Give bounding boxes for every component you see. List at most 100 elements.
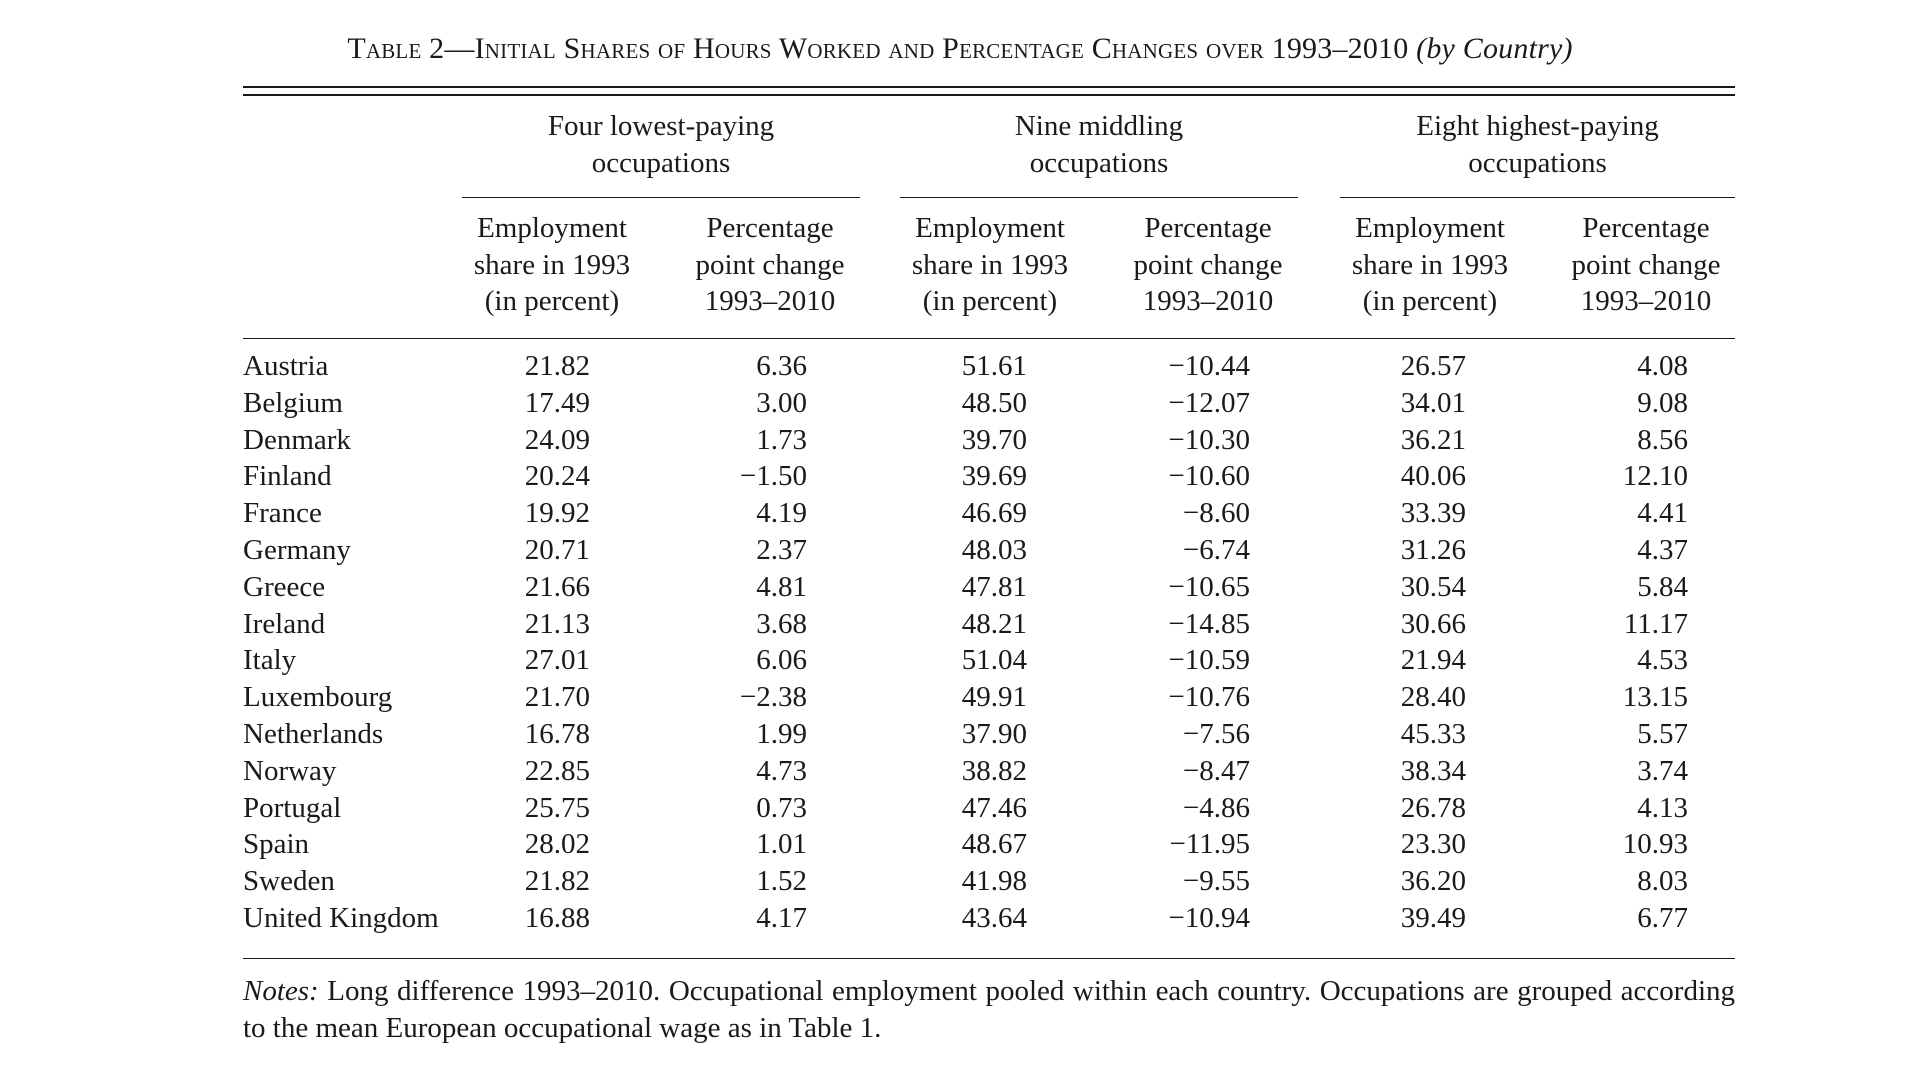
cell-high-change: 4.08 [1637, 350, 1688, 382]
cell-low-change: 1.01 [756, 828, 807, 861]
cell-mid-change: −9.55 [1182, 865, 1250, 898]
cell-country: Austria [243, 350, 329, 382]
cell-low-share: 16.78 [524, 717, 590, 750]
cell-mid-change: −11.95 [1169, 828, 1250, 861]
col-header-mid-change: Percentage point change 1993–2010 [1118, 210, 1298, 320]
cell-high-share: 30.54 [1400, 570, 1466, 603]
cell-high-change: 13.15 [1622, 681, 1688, 714]
group-header-lowest: Four lowest-paying occupations [462, 108, 860, 182]
cell-high-share: 39.49 [1400, 901, 1466, 934]
top-rule-upper [243, 86, 1735, 88]
cell-low-share: 24.09 [524, 423, 590, 456]
cell-mid-change: −10.65 [1168, 570, 1250, 603]
cell-high-share: 23.30 [1400, 828, 1466, 861]
cell-low-share: 22.85 [524, 754, 590, 787]
group-header-line: Eight highest-paying [1416, 110, 1659, 142]
col-header-line: (in percent) [922, 285, 1058, 317]
cell-high-share: 40.06 [1400, 460, 1466, 493]
cell-country: France [243, 497, 322, 530]
cell-country: Netherlands [243, 717, 384, 750]
cell-low-share: 21.82 [524, 350, 590, 382]
cell-low-change: −2.38 [739, 681, 807, 714]
col-header-line: Employment [477, 212, 627, 244]
cell-country: Denmark [243, 423, 351, 456]
cell-high-share: 26.78 [1400, 791, 1466, 824]
cell-low-change: 4.19 [756, 497, 807, 530]
cell-low-share: 21.82 [524, 865, 590, 898]
cell-mid-change: −8.47 [1182, 754, 1250, 787]
cell-mid-share: 49.91 [961, 681, 1027, 714]
cell-country: Belgium [243, 386, 343, 419]
group-header-line: occupations [591, 147, 731, 179]
cell-mid-share: 43.64 [961, 901, 1027, 934]
cell-high-share: 38.34 [1400, 754, 1466, 787]
cell-country: Finland [243, 460, 332, 493]
group-header-middling: Nine middling occupations [900, 108, 1298, 182]
table-notes: Notes: Long difference 1993–2010. Occupa… [243, 973, 1735, 1047]
cell-high-share: 34.01 [1400, 386, 1466, 419]
cell-country: Ireland [243, 607, 326, 640]
cell-low-change: 3.68 [756, 607, 807, 640]
cell-low-share: 19.92 [524, 497, 590, 530]
cell-low-share: 25.75 [524, 791, 590, 824]
cell-high-share: 36.21 [1400, 423, 1466, 456]
col-header-line: point change [1571, 248, 1721, 281]
cell-high-share: 30.66 [1400, 607, 1466, 640]
cell-high-change: 8.56 [1637, 423, 1688, 456]
table-row: Germany 20.71 2.37 48.03 −6.74 31.26 4.3… [0, 532, 1920, 569]
table-title: Table 2—Initial Shares of Hours Worked a… [0, 32, 1920, 66]
cell-low-change: 4.17 [756, 901, 807, 934]
cell-mid-change: −10.76 [1168, 681, 1250, 714]
notes-text: Long difference 1993–2010. Occupational … [243, 975, 1736, 1044]
cell-high-share: 21.94 [1400, 644, 1466, 677]
cell-mid-share: 41.98 [961, 865, 1027, 898]
cell-low-share: 17.49 [524, 386, 590, 419]
cell-low-share: 16.88 [524, 901, 590, 934]
table-title-suffix: (by Country) [1416, 32, 1573, 65]
col-header-line: point change [695, 248, 845, 281]
col-header-line: Employment [915, 212, 1065, 244]
notes-label: Notes: [243, 975, 319, 1007]
cell-high-change: 5.84 [1637, 570, 1688, 603]
col-header-line: (in percent) [1362, 285, 1498, 317]
col-header-line: point change [1133, 248, 1283, 281]
cell-mid-change: −7.56 [1182, 717, 1250, 750]
cell-country: Sweden [243, 865, 335, 898]
cell-mid-change: −4.86 [1182, 791, 1250, 824]
cell-low-change: 0.73 [756, 791, 807, 824]
col-header-line: share in 1993 [473, 248, 631, 281]
cell-mid-change: −10.94 [1168, 901, 1250, 934]
cell-mid-share: 48.21 [961, 607, 1027, 640]
col-header-line: Employment [1355, 212, 1505, 244]
table-title-main: Table 2—Initial Shares of Hours Worked a… [347, 32, 1409, 65]
group-rule-lowest [462, 197, 860, 198]
table-row: Netherlands 16.78 1.99 37.90 −7.56 45.33… [0, 716, 1920, 753]
cell-low-change: 3.00 [756, 386, 807, 419]
cell-high-share: 26.57 [1400, 350, 1466, 382]
group-rule-middling [900, 197, 1298, 198]
group-header-line: occupations [1029, 147, 1169, 179]
cell-low-change: 1.52 [756, 865, 807, 898]
cell-mid-share: 47.81 [961, 570, 1027, 603]
cell-mid-change: −14.85 [1168, 607, 1250, 640]
col-header-line: share in 1993 [1351, 248, 1509, 281]
cell-high-change: 4.13 [1637, 791, 1688, 824]
cell-mid-share: 48.67 [961, 828, 1027, 861]
cell-high-change: 11.17 [1623, 607, 1688, 640]
cell-mid-change: −10.59 [1168, 644, 1250, 677]
table-row: Sweden 21.82 1.52 41.98 −9.55 36.20 8.03 [0, 863, 1920, 900]
col-header-high-share: Employment share in 1993 (in percent) [1340, 210, 1520, 320]
cell-mid-change: −10.60 [1168, 460, 1250, 493]
cell-country: Germany [243, 533, 351, 566]
cell-high-change: 9.08 [1637, 386, 1688, 419]
col-header-line: Percentage [1582, 212, 1710, 244]
group-header-line: Nine middling [1014, 110, 1184, 142]
cell-country: Luxembourg [243, 681, 393, 714]
cell-country: Greece [243, 570, 326, 603]
bottom-rule [243, 958, 1735, 959]
table-row: Portugal 25.75 0.73 47.46 −4.86 26.78 4.… [0, 790, 1920, 827]
cell-high-change: 5.57 [1637, 717, 1688, 750]
table-row: Norway 22.85 4.73 38.82 −8.47 38.34 3.74 [0, 753, 1920, 790]
col-header-line: Percentage [706, 212, 834, 244]
cell-low-share: 21.70 [524, 681, 590, 714]
